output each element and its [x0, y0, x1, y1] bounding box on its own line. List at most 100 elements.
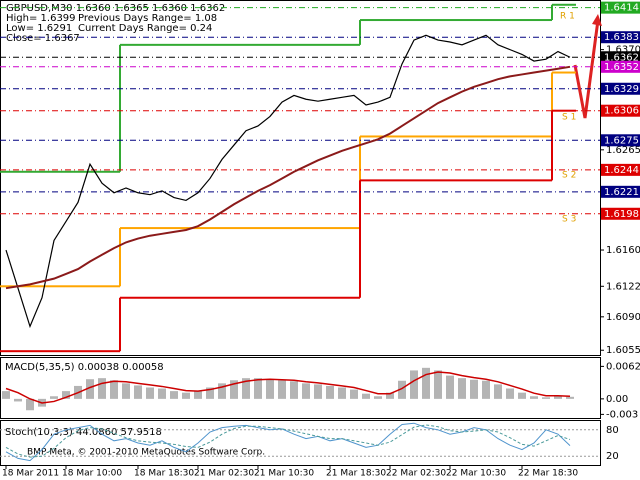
level-box: [601, 82, 640, 95]
header-text: Current Days Range= 0.24: [78, 23, 212, 34]
level-label: 1.6383: [604, 32, 639, 43]
level-box: [601, 207, 640, 220]
macd-bar: [2, 391, 10, 399]
y-tick-label: 1.6370: [606, 45, 640, 56]
macd-bar: [50, 396, 58, 399]
level-box: [601, 51, 640, 64]
macd-bar: [482, 380, 490, 399]
macd-bar: [494, 384, 502, 399]
level-label: 1.6275: [604, 135, 639, 146]
stoch-signal: [5, 424, 571, 458]
level-box: [601, 1, 640, 14]
level-box: [601, 104, 640, 117]
header-text: Close= 1.6367: [6, 33, 80, 44]
x-tick-label: 21 Mar 10:30: [254, 469, 314, 479]
stoch-main: [5, 422, 571, 462]
level-label: 1.6352: [604, 62, 639, 73]
x-tick-label: 18 Mar 2011: [2, 469, 59, 479]
y-tick-label: 0.00: [606, 394, 628, 405]
stoch-panel: [0, 420, 601, 466]
price-line: [5, 34, 571, 329]
macd-bar: [326, 385, 334, 399]
header-text: Previous Days Range= 1.08: [78, 13, 217, 24]
forecast-arrow-head: [592, 14, 602, 26]
macd-bar: [218, 383, 226, 399]
x-tick-label: 18 Mar 10:00: [62, 469, 122, 479]
main-panel: [0, 0, 601, 356]
macd-bar: [314, 384, 322, 399]
y-tick-label: 1.6160: [606, 245, 640, 256]
macd-bar: [374, 396, 382, 399]
level-label: 1.6329: [604, 84, 639, 95]
macd-bar: [386, 392, 394, 399]
level-label: 1.6414: [604, 3, 639, 14]
macd-bar: [278, 380, 286, 399]
macd-bar: [446, 375, 454, 399]
y-tick-label: -0.003: [606, 409, 638, 420]
macd-bar: [134, 385, 142, 399]
pivot-label: S 1: [562, 113, 576, 123]
y-tick-label: 1.6055: [606, 345, 640, 356]
x-tick-label: 22 Mar 18:30: [518, 469, 578, 479]
macd-bar: [434, 370, 442, 399]
y-tick-label: 80: [606, 425, 619, 436]
level-label: 1.6362: [604, 52, 639, 63]
macd-bar: [338, 387, 346, 399]
pivot-label: S 2: [562, 171, 576, 181]
macd-bar: [362, 393, 370, 399]
macd-bar: [230, 380, 238, 399]
macd-bar: [206, 387, 214, 399]
level-box: [601, 185, 640, 198]
macd-panel: [0, 357, 601, 419]
macd-bar: [518, 392, 526, 399]
macd-bar: [170, 391, 178, 399]
level-box: [601, 31, 640, 44]
macd-bar: [422, 367, 430, 399]
macd-bar: [410, 370, 418, 399]
macd-bar: [158, 388, 166, 399]
header-text: GBPUSD,M30 1.6360 1.6365 1.6360 1.6362: [6, 3, 225, 14]
macd-bar: [470, 379, 478, 399]
pivot-label: S 3: [562, 215, 576, 225]
level-box: [601, 60, 640, 73]
macd-bar: [26, 398, 34, 411]
y-tick-label: 0.00628: [606, 361, 640, 372]
macd-bar: [86, 379, 94, 399]
macd-bar: [566, 396, 574, 399]
level-label: 1.6244: [604, 165, 639, 176]
y-tick-label: 20: [606, 451, 619, 462]
x-tick-label: 22 Mar 10:30: [446, 469, 506, 479]
y-tick-label: 1.6090: [606, 312, 640, 323]
macd-bar: [554, 395, 562, 399]
macd-bar: [302, 383, 310, 399]
level-box: [601, 134, 640, 147]
macd-bar: [254, 378, 262, 399]
level-label: 1.6198: [604, 209, 639, 220]
macd-bar: [242, 378, 250, 399]
macd-bar: [146, 387, 154, 399]
copyright: BMP-Meta, © 2001-2010 MetaQuotes Softwar…: [27, 448, 265, 458]
y-tick-label: 1.6265: [606, 145, 640, 156]
macd-bar: [506, 388, 514, 399]
forecast-arrow: [573, 19, 600, 119]
moving-average: [5, 65, 571, 290]
x-tick-label: 21 Mar 18:30: [326, 469, 386, 479]
level-box: [601, 163, 640, 176]
macd-bar: [398, 380, 406, 399]
macd-bar: [530, 396, 538, 399]
header-text: Low= 1.6291: [6, 23, 72, 34]
macd-bar: [14, 398, 22, 402]
macd-title: MACD(5,35,5) 0.00038 0.00058: [5, 362, 164, 373]
macd-bar: [110, 380, 118, 399]
stoch-title: Stoch(10,3,3) 44.0860 57.9518: [5, 427, 162, 438]
macd-bar: [98, 378, 106, 399]
macd-bar: [194, 391, 202, 399]
level-label: 1.6306: [604, 106, 639, 117]
x-tick-label: 22 Mar 02:30: [386, 469, 446, 479]
macd-bar: [182, 392, 190, 399]
macd-bar: [266, 379, 274, 399]
macd-bar: [290, 381, 298, 399]
macd-bar: [122, 383, 130, 399]
